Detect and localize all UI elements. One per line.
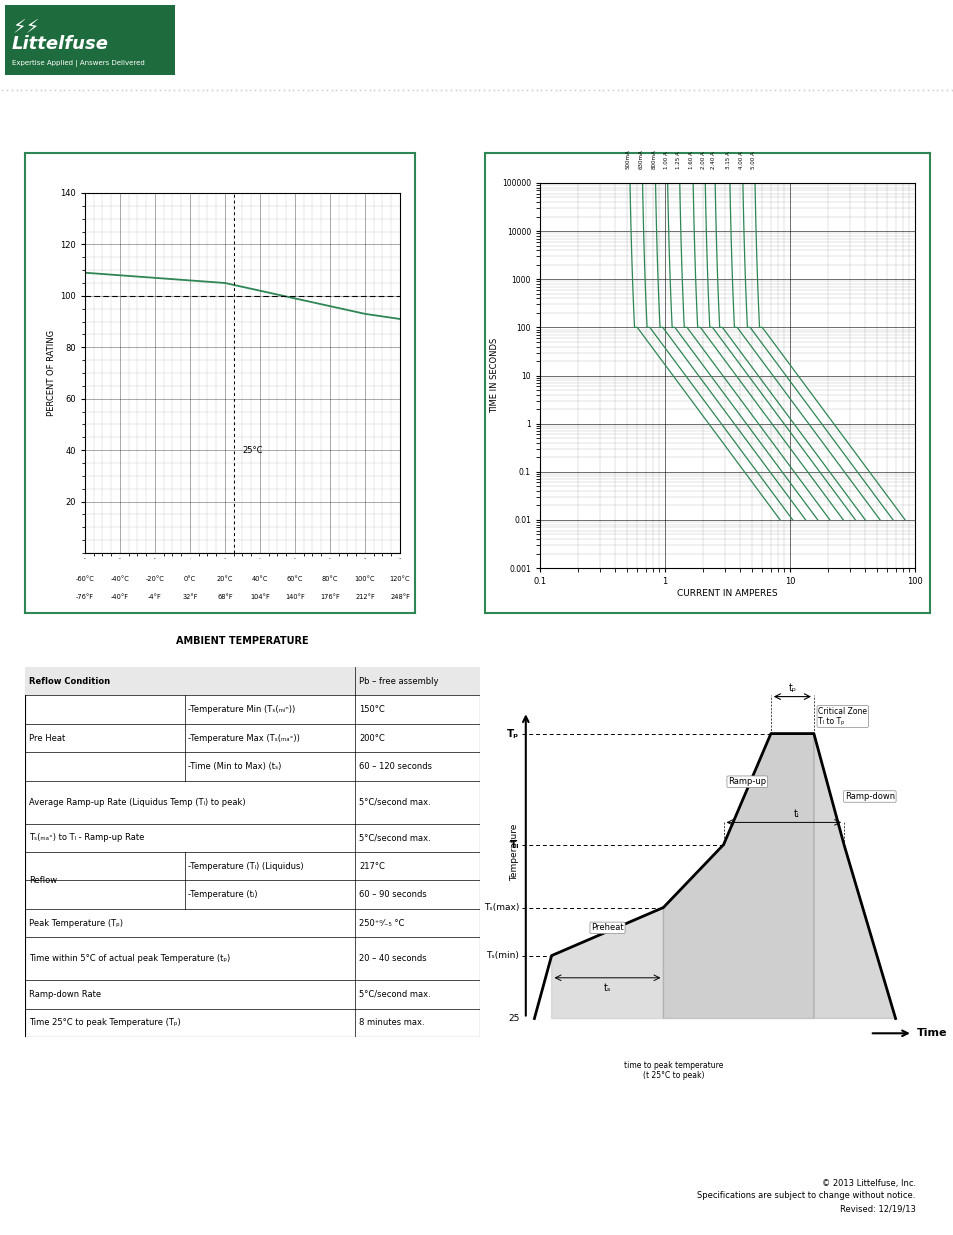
Polygon shape (662, 734, 813, 1019)
Text: 5°C/second max.: 5°C/second max. (358, 798, 431, 806)
Text: Ramp-down: Ramp-down (843, 792, 894, 802)
Text: 150°C: 150°C (358, 705, 384, 714)
Text: 1.60 A: 1.60 A (688, 151, 694, 168)
Text: -Temperature (Tₗ) (Liquidus): -Temperature (Tₗ) (Liquidus) (188, 862, 303, 871)
Text: Tₛ(ₘₐˣ) to Tₗ - Ramp-up Rate: Tₛ(ₘₐˣ) to Tₗ - Ramp-up Rate (29, 834, 144, 842)
Text: Expertise Applied | Answers Delivered: Expertise Applied | Answers Delivered (12, 61, 145, 67)
Text: 5.00 A: 5.00 A (750, 151, 755, 168)
Polygon shape (813, 734, 895, 1019)
Bar (25, 667, 479, 695)
Text: -40°F: -40°F (111, 594, 129, 600)
Text: AMBIENT TEMPERATURE: AMBIENT TEMPERATURE (176, 636, 309, 646)
Text: 1.25 A: 1.25 A (675, 151, 680, 168)
Y-axis label: PERCENT OF RATING: PERCENT OF RATING (47, 330, 56, 416)
Text: 5°C/second max.: 5°C/second max. (358, 834, 431, 842)
Text: Peak Temperature (Tₚ): Peak Temperature (Tₚ) (29, 919, 123, 927)
Text: 25°C: 25°C (242, 446, 263, 456)
Text: tₗ: tₗ (793, 809, 799, 819)
Text: 8 minutes max.: 8 minutes max. (358, 1019, 424, 1028)
Text: NANO²® Fuse > 250V/350V VAC/VDC Time Lag > 462 Series: NANO²® Fuse > 250V/350V VAC/VDC Time Lag… (210, 52, 590, 65)
Text: Tₗ: Tₗ (509, 840, 518, 850)
Text: Average Ramp-up Rate (Liquidus Temp (Tₗ) to peak): Average Ramp-up Rate (Liquidus Temp (Tₗ)… (29, 798, 245, 806)
Text: 104°F: 104°F (250, 594, 270, 600)
Text: Preheat: Preheat (591, 924, 623, 932)
Text: 1.00 A: 1.00 A (663, 151, 668, 168)
Text: 250⁺⁰⁄₋₅ °C: 250⁺⁰⁄₋₅ °C (358, 919, 404, 927)
Y-axis label: TIME IN SECONDS: TIME IN SECONDS (490, 338, 498, 414)
Text: Tₛ(min): Tₛ(min) (486, 951, 518, 960)
Text: 25: 25 (507, 1014, 518, 1023)
Text: 32°F: 32°F (182, 594, 197, 600)
Text: -Time (Min to Max) (tₛ): -Time (Min to Max) (tₛ) (188, 762, 281, 771)
Text: 212°F: 212°F (355, 594, 375, 600)
Polygon shape (551, 908, 662, 1019)
Text: 100°C: 100°C (355, 577, 375, 582)
Text: 60 – 120 seconds: 60 – 120 seconds (358, 762, 432, 771)
Text: -60°C: -60°C (75, 577, 94, 582)
Text: Surface Mount Fuses: Surface Mount Fuses (210, 20, 456, 40)
X-axis label: CURRENT IN AMPERES: CURRENT IN AMPERES (677, 589, 777, 598)
Text: 176°F: 176°F (320, 594, 339, 600)
Text: -76°F: -76°F (76, 594, 94, 600)
Text: Reflow Condition: Reflow Condition (29, 677, 110, 685)
Text: 60 – 90 seconds: 60 – 90 seconds (358, 890, 426, 899)
Text: 20°C: 20°C (216, 577, 233, 582)
Text: 3.15 A: 3.15 A (725, 151, 730, 168)
Text: 200°C: 200°C (358, 734, 384, 742)
Text: Time within 5°C of actual peak Temperature (tₚ): Time within 5°C of actual peak Temperatu… (29, 955, 230, 963)
Text: Time 25°C to peak Temperature (Tₚ): Time 25°C to peak Temperature (Tₚ) (29, 1019, 180, 1028)
Text: Pre Heat: Pre Heat (29, 734, 65, 742)
Text: -Temperature Min (Tₛ(ₘᵢⁿ)): -Temperature Min (Tₛ(ₘᵢⁿ)) (188, 705, 294, 714)
Text: 630mA: 630mA (638, 148, 643, 168)
Text: ⚡⚡: ⚡⚡ (12, 19, 39, 37)
Text: Reflow: Reflow (29, 876, 57, 885)
Text: -20°C: -20°C (146, 577, 164, 582)
Text: Critical Zone
Tₗ to Tₚ: Critical Zone Tₗ to Tₚ (818, 706, 866, 726)
Text: 68°F: 68°F (217, 594, 233, 600)
Text: © 2013 Littelfuse, Inc.
Specifications are subject to change without notice.
Rev: © 2013 Littelfuse, Inc. Specifications a… (697, 1179, 915, 1213)
Text: Tₚ: Tₚ (507, 729, 518, 739)
Text: 4.00 A: 4.00 A (738, 151, 743, 168)
Text: 5°C/second max.: 5°C/second max. (358, 989, 431, 999)
Text: Pb – free assembly: Pb – free assembly (358, 677, 438, 685)
Text: Average Time Current Curves: Average Time Current Curves (491, 137, 664, 147)
Text: 2.40 A: 2.40 A (710, 151, 716, 168)
Text: time to peak temperature
(t 25°C to peak): time to peak temperature (t 25°C to peak… (624, 1061, 723, 1081)
Text: 120°C: 120°C (389, 577, 410, 582)
Text: 248°F: 248°F (390, 594, 410, 600)
Text: Littelfuse: Littelfuse (12, 35, 109, 53)
Text: 20 – 40 seconds: 20 – 40 seconds (358, 955, 426, 963)
Text: -4°F: -4°F (148, 594, 162, 600)
Text: 40°C: 40°C (252, 577, 268, 582)
Text: -40°C: -40°C (111, 577, 130, 582)
Text: Ramp-up: Ramp-up (727, 777, 765, 787)
Text: tₛ: tₛ (603, 983, 611, 993)
Text: 800mA: 800mA (651, 148, 656, 168)
Text: 2.00 A: 2.00 A (700, 151, 705, 168)
Text: Temperature: Temperature (510, 824, 519, 881)
Text: 140°F: 140°F (285, 594, 305, 600)
Text: 500mA: 500mA (625, 148, 630, 168)
Text: 217°C: 217°C (358, 862, 384, 871)
Text: Soldering Parameters: Soldering Parameters (32, 651, 160, 661)
Text: tₚ: tₚ (787, 683, 796, 693)
Text: Tₛ(max): Tₛ(max) (483, 903, 518, 911)
Text: Time: Time (916, 1029, 946, 1039)
Text: 80°C: 80°C (321, 577, 338, 582)
Text: Ramp-down Rate: Ramp-down Rate (29, 989, 101, 999)
Text: -Temperature Max (Tₛ(ₘₐˣ)): -Temperature Max (Tₛ(ₘₐˣ)) (188, 734, 299, 742)
Text: 0°C: 0°C (184, 577, 196, 582)
Text: -Temperature (tₗ): -Temperature (tₗ) (188, 890, 257, 899)
Text: 60°C: 60°C (287, 577, 303, 582)
Bar (5, 5, 174, 75)
Text: Temperature Rerating Curve: Temperature Rerating Curve (30, 137, 198, 147)
